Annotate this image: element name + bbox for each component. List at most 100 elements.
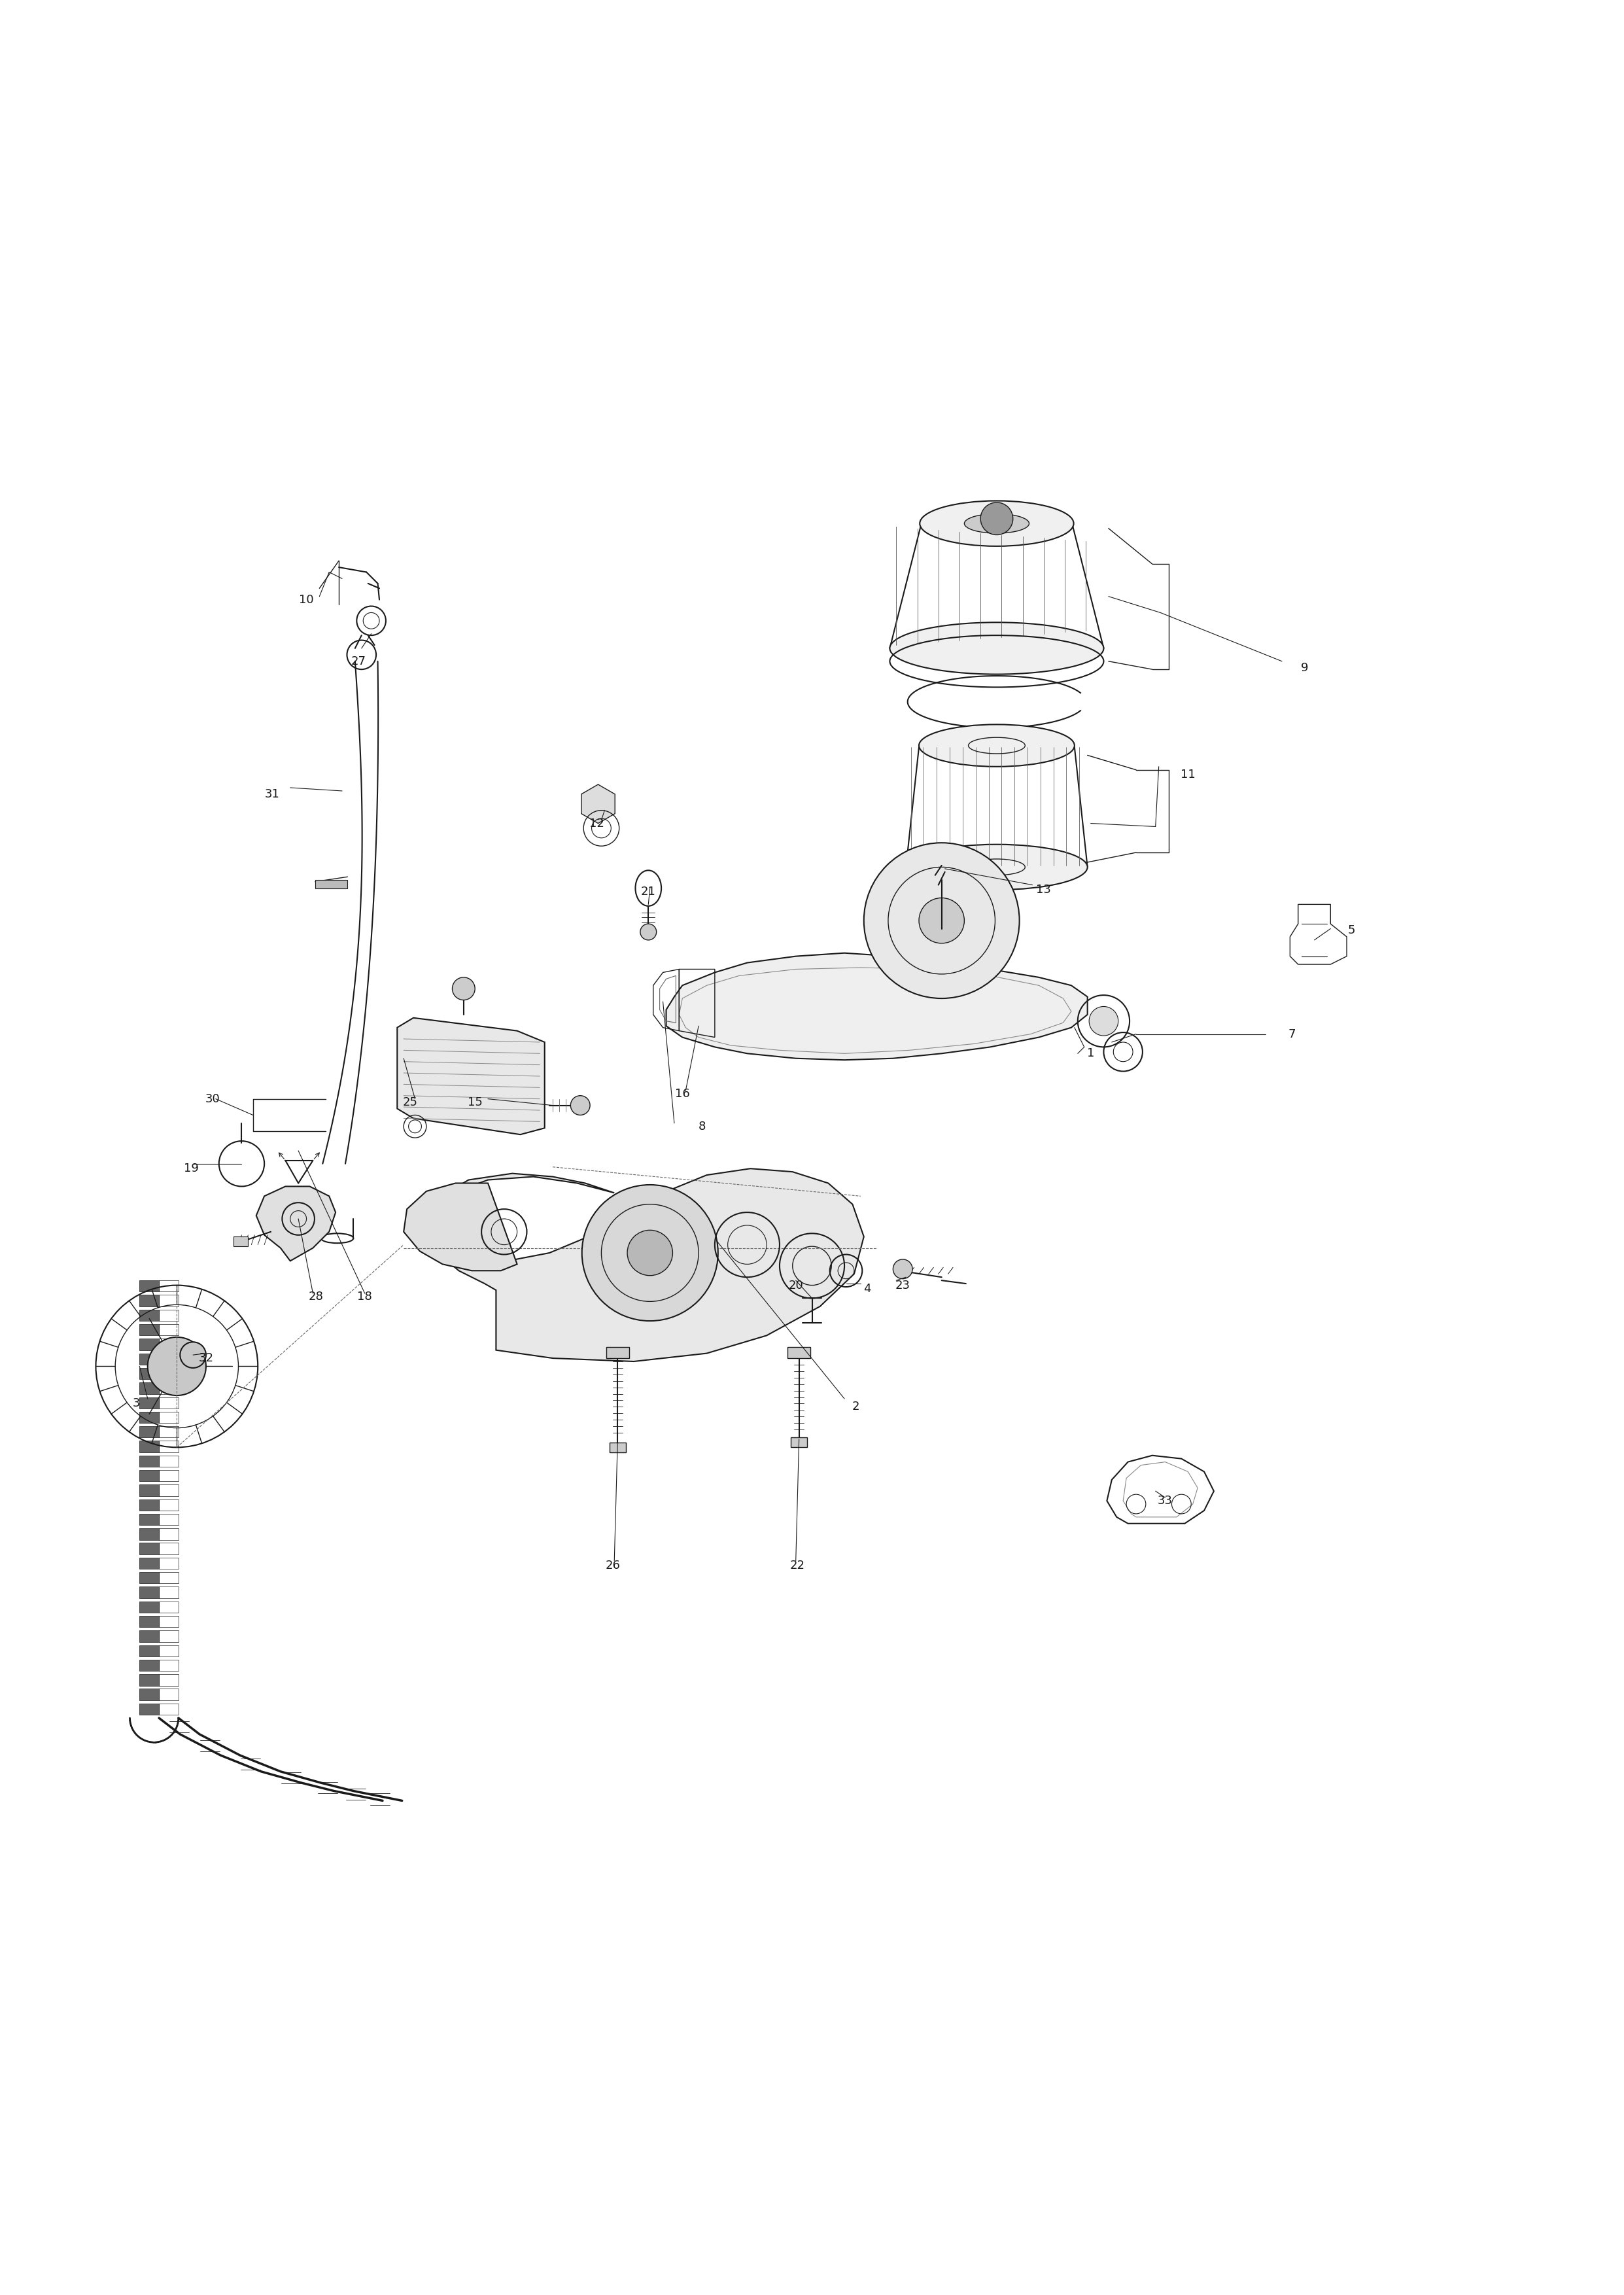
Text: 19: 19 (184, 1164, 198, 1175)
Bar (140, 1441, 159, 1453)
Bar (140, 1572, 159, 1584)
Text: 10: 10 (299, 594, 313, 606)
Circle shape (981, 503, 1013, 535)
Text: 23: 23 (895, 1278, 911, 1292)
Text: 12: 12 (590, 817, 604, 828)
Text: 31: 31 (265, 787, 279, 801)
Text: 8: 8 (698, 1120, 705, 1131)
Text: 9: 9 (1301, 661, 1309, 675)
Polygon shape (257, 1187, 336, 1260)
Circle shape (581, 1184, 718, 1322)
Bar (140, 1646, 159, 1657)
Bar (159, 1398, 179, 1409)
Bar (140, 1368, 159, 1379)
Bar (140, 1324, 159, 1336)
Circle shape (180, 1343, 206, 1368)
Bar (315, 879, 348, 888)
Bar (159, 1499, 179, 1510)
Text: 33: 33 (1158, 1494, 1173, 1508)
Bar (159, 1616, 179, 1627)
Bar (159, 1659, 179, 1671)
Bar (140, 1528, 159, 1540)
Text: 25: 25 (403, 1097, 417, 1108)
Circle shape (148, 1338, 206, 1395)
Bar (140, 1675, 159, 1685)
Circle shape (864, 842, 1020, 998)
Text: 18: 18 (357, 1290, 372, 1304)
Polygon shape (404, 1184, 516, 1271)
Bar (140, 1703, 159, 1714)
Bar (609, 1444, 625, 1453)
Ellipse shape (919, 500, 1073, 546)
Bar (140, 1398, 159, 1409)
Bar (159, 1703, 179, 1714)
Bar (159, 1675, 179, 1685)
Bar (159, 1368, 179, 1379)
Bar (159, 1528, 179, 1540)
Bar (140, 1558, 159, 1570)
Circle shape (893, 1260, 913, 1278)
Ellipse shape (919, 725, 1075, 767)
Bar (140, 1455, 159, 1467)
Bar (140, 1629, 159, 1641)
Bar (159, 1382, 179, 1393)
Polygon shape (424, 1168, 864, 1361)
Bar (140, 1659, 159, 1671)
Circle shape (1090, 1008, 1119, 1035)
Bar (159, 1602, 179, 1613)
Text: 26: 26 (606, 1561, 620, 1572)
Bar (159, 1338, 179, 1349)
Bar (140, 1382, 159, 1393)
Bar (140, 1616, 159, 1627)
Bar (140, 1542, 159, 1554)
Text: 4: 4 (864, 1283, 870, 1294)
Bar (140, 1425, 159, 1437)
Bar (140, 1294, 159, 1306)
Text: 22: 22 (789, 1561, 806, 1572)
Bar (234, 1237, 248, 1246)
Bar (159, 1411, 179, 1423)
Bar (159, 1629, 179, 1641)
Text: 13: 13 (1036, 884, 1051, 895)
Text: 28: 28 (309, 1290, 323, 1304)
Text: 20: 20 (788, 1278, 804, 1292)
Bar (159, 1310, 179, 1322)
Text: 30: 30 (205, 1092, 219, 1104)
Text: 16: 16 (676, 1088, 690, 1099)
Bar (159, 1689, 179, 1701)
Bar (159, 1425, 179, 1437)
Text: 11: 11 (1181, 769, 1195, 780)
Bar (159, 1646, 179, 1657)
Bar (159, 1324, 179, 1336)
Bar (606, 1347, 628, 1359)
Bar (159, 1471, 179, 1480)
Bar (140, 1411, 159, 1423)
Bar (140, 1471, 159, 1480)
Bar (140, 1515, 159, 1526)
Circle shape (919, 897, 965, 943)
Bar (140, 1689, 159, 1701)
Text: 15: 15 (468, 1097, 482, 1108)
Bar (159, 1558, 179, 1570)
Polygon shape (666, 952, 1088, 1060)
Text: 1: 1 (1086, 1047, 1095, 1060)
Polygon shape (398, 1019, 544, 1134)
Bar (159, 1485, 179, 1496)
Circle shape (451, 978, 474, 1001)
Bar (159, 1455, 179, 1467)
Bar (791, 1437, 807, 1448)
Bar (140, 1499, 159, 1510)
Bar (159, 1281, 179, 1292)
Text: 32: 32 (198, 1352, 213, 1363)
Bar (159, 1572, 179, 1584)
Ellipse shape (965, 514, 1030, 532)
Bar (140, 1602, 159, 1613)
Bar (140, 1485, 159, 1496)
Circle shape (640, 925, 656, 941)
Bar (140, 1354, 159, 1366)
Bar (159, 1542, 179, 1554)
Ellipse shape (890, 622, 1104, 675)
Text: 27: 27 (351, 656, 365, 668)
Text: 2: 2 (853, 1400, 859, 1414)
Text: 3: 3 (133, 1398, 140, 1409)
